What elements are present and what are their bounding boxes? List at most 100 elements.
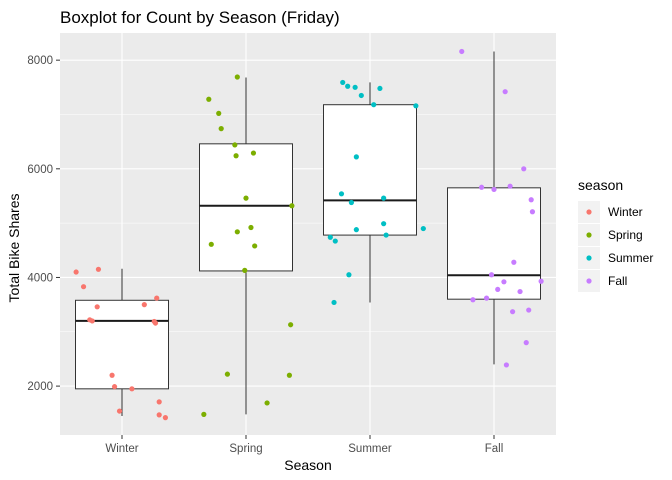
- box-fall: [447, 187, 541, 300]
- point-summer: [420, 225, 426, 232]
- point-fall: [470, 297, 476, 303]
- point-fall: [528, 197, 534, 203]
- point-summer: [358, 92, 364, 99]
- point-summer: [381, 195, 387, 201]
- point-spring: [208, 241, 214, 247]
- point-spring: [242, 267, 248, 273]
- point-winter: [141, 302, 147, 308]
- point-spring: [264, 400, 270, 406]
- y-tick-label: 2000: [27, 381, 53, 393]
- point-winter: [116, 408, 123, 414]
- point-spring: [234, 74, 240, 80]
- point-summer: [353, 227, 359, 233]
- point-summer: [377, 85, 383, 92]
- legend-label-summer: Summer: [608, 251, 653, 265]
- data-points: [73, 48, 544, 421]
- point-summer: [338, 191, 345, 197]
- legend-swatch-spring: [586, 232, 592, 238]
- point-fall: [507, 183, 513, 189]
- point-winter: [156, 412, 162, 418]
- point-winter: [109, 372, 115, 378]
- boxes: [75, 104, 541, 390]
- point-fall: [526, 307, 532, 313]
- x-tick-label: Winter: [105, 443, 138, 455]
- point-fall: [483, 295, 490, 301]
- point-spring: [201, 411, 207, 417]
- point-fall: [501, 279, 507, 285]
- point-winter: [89, 318, 95, 324]
- point-summer: [345, 83, 351, 89]
- legend-label-spring: Spring: [608, 228, 643, 242]
- legend-swatch-winter: [586, 209, 592, 215]
- chart-title: Boxplot for Count by Season (Friday): [60, 8, 340, 27]
- point-fall: [479, 184, 485, 190]
- point-fall: [529, 209, 536, 215]
- point-fall: [488, 272, 495, 278]
- point-fall: [502, 89, 508, 95]
- point-spring: [232, 142, 238, 148]
- point-fall: [538, 278, 544, 284]
- point-winter: [156, 399, 162, 405]
- point-fall: [517, 288, 523, 295]
- y-tick-label: 4000: [27, 272, 53, 284]
- point-fall: [459, 48, 465, 55]
- point-winter: [94, 304, 100, 310]
- point-summer: [353, 154, 359, 160]
- point-spring: [216, 110, 222, 116]
- x-tick-label: Fall: [485, 443, 504, 455]
- point-winter: [129, 386, 135, 392]
- point-winter: [111, 384, 118, 390]
- point-summer: [346, 272, 352, 278]
- point-summer: [371, 102, 377, 108]
- y-tick-label: 6000: [27, 164, 53, 176]
- point-winter: [80, 284, 87, 290]
- x-tick-label: Summer: [348, 443, 392, 455]
- point-fall: [491, 186, 497, 193]
- point-summer: [331, 299, 337, 306]
- box-winter: [75, 299, 169, 390]
- point-summer: [348, 199, 354, 206]
- point-spring: [288, 322, 294, 328]
- point-fall: [523, 340, 529, 346]
- point-summer: [383, 232, 389, 238]
- box-summer: [323, 104, 417, 236]
- y-axis-title: Total Bike Shares: [6, 194, 22, 303]
- x-axis-ticks: Winter Spring Summer Fall: [105, 435, 503, 455]
- point-fall: [511, 259, 517, 265]
- point-winter: [154, 295, 160, 301]
- point-spring: [252, 243, 258, 249]
- legend-title: season: [578, 177, 623, 193]
- point-winter: [152, 320, 159, 326]
- x-tick-label: Spring: [229, 443, 262, 455]
- point-spring: [224, 371, 230, 377]
- point-winter: [95, 266, 102, 272]
- point-fall: [509, 309, 516, 315]
- whiskers: [121, 51, 495, 416]
- point-spring: [233, 153, 239, 159]
- point-summer: [413, 103, 419, 109]
- y-axis-ticks: 2000 4000 6000 8000: [27, 55, 60, 393]
- point-summer: [381, 221, 387, 227]
- point-fall: [495, 286, 501, 293]
- legend-label-winter: Winter: [608, 205, 643, 219]
- point-spring: [243, 195, 249, 201]
- y-tick-label: 8000: [27, 55, 53, 67]
- point-winter: [162, 415, 168, 421]
- legend-swatch-fall: [586, 278, 592, 284]
- point-spring: [248, 224, 254, 231]
- point-summer: [340, 79, 346, 86]
- legend-label-fall: Fall: [608, 274, 627, 288]
- point-summer: [327, 234, 333, 240]
- point-summer: [332, 238, 338, 244]
- point-spring: [218, 126, 224, 132]
- point-spring: [289, 203, 295, 209]
- legend-swatch-summer: [586, 255, 592, 261]
- point-winter: [73, 269, 79, 275]
- point-fall: [503, 362, 509, 368]
- point-spring: [250, 150, 257, 156]
- box-spring: [199, 143, 293, 272]
- point-summer: [352, 84, 358, 90]
- point-spring: [206, 96, 212, 102]
- point-spring: [234, 229, 240, 235]
